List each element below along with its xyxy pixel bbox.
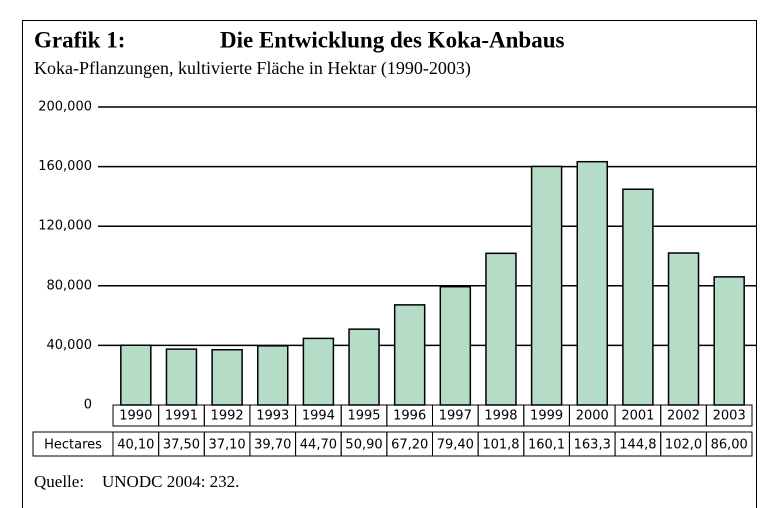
x-tick-label: 1990 [119,409,152,424]
x-tick-label: 1991 [165,409,198,424]
x-tick-label: 2001 [621,409,654,424]
value-label: 37,50 [163,438,200,453]
y-tick-label: 0 [84,398,92,413]
bar [348,328,380,406]
y-tick-label: 200,000 [38,100,92,115]
value-label: 44,70 [300,438,337,453]
value-label: 79,40 [437,438,474,453]
value-label: 102,0 [665,438,702,453]
bar [302,337,335,406]
bar [257,345,289,406]
y-tick-label: 40,000 [47,338,93,353]
x-tick-label: 1992 [211,409,244,424]
value-label: 86,00 [711,438,748,453]
bar [485,252,517,406]
chart-title: Die Entwicklung des Koka-Anbaus [220,27,564,52]
value-label: 160,1 [528,438,565,453]
y-tick-label: 80,000 [47,278,93,293]
value-label: 37,10 [208,438,245,453]
x-tick-label: 2003 [713,409,746,424]
row-label: Hectares [44,438,102,453]
bar [713,276,745,406]
bar [120,344,152,406]
value-label: 40,10 [117,438,154,453]
source: UNODC 2004: 232. [102,472,239,491]
bar [667,252,700,406]
bar [530,165,563,406]
chart-subtitle: Koka-Pflanzungen, kultivierte Fläche in … [34,58,471,79]
bar [439,285,472,406]
source-label: Quelle: [34,472,84,491]
x-tick-label: 2000 [576,409,609,424]
x-tick-label: 1996 [393,409,426,424]
x-tick-label: 1997 [439,409,472,424]
value-label: 163,3 [574,438,611,453]
frame [22,20,757,508]
x-tick-label: 1999 [530,409,563,424]
x-tick-label: 1994 [302,409,335,424]
value-label: 50,90 [345,438,382,453]
value-cell [705,431,753,457]
category-cell [705,404,753,427]
value-label: 67,20 [391,438,428,453]
y-tick-label: 120,000 [38,219,92,234]
bar [393,304,426,406]
bar [576,160,608,406]
bar [622,188,654,406]
value-label: 39,70 [254,438,291,453]
chart-title-label: Grafik 1: [34,27,125,52]
y-tick-label: 160,000 [38,159,92,174]
x-tick-label: 1998 [484,409,517,424]
bar [211,348,243,406]
x-tick-label: 1995 [347,409,380,424]
bar [165,348,198,406]
value-label: 101,8 [482,438,519,453]
x-tick-label: 1993 [256,409,289,424]
value-label: 144,8 [619,438,656,453]
x-tick-label: 2002 [667,409,700,424]
